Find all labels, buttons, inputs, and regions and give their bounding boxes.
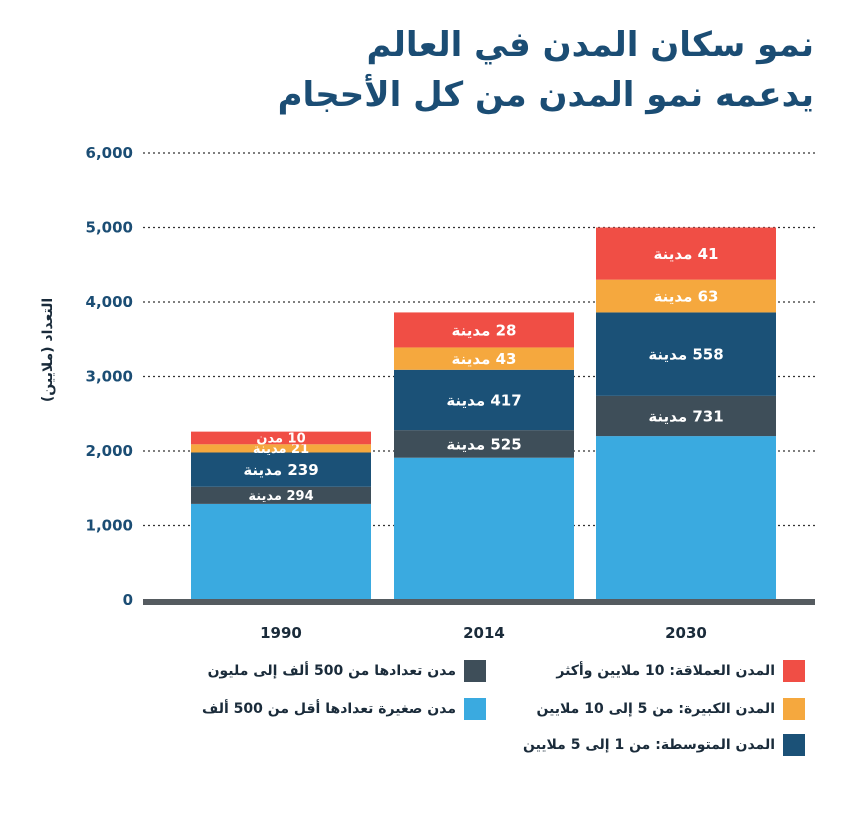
legend-label-500k-1m: مدن تعدادها من 500 ألف إلى مليون (207, 663, 456, 679)
bar-segment (394, 430, 574, 458)
chart-title-line2: يدعمه نمو المدن من كل الأحجام (277, 75, 814, 115)
bar-segment (394, 457, 574, 600)
bar-segment (394, 347, 574, 370)
bar-segment (596, 395, 776, 437)
legend-item-small-cities: مدن صغيرة تعدادها أقل من 500 ألف (202, 698, 486, 720)
legend-item-500k-1m: مدن تعدادها من 500 ألف إلى مليون (208, 660, 486, 682)
bar-segment (191, 444, 371, 453)
data-label: 41 مدينة (654, 245, 719, 263)
x-tick-label: 1990 (260, 624, 302, 642)
legend-label-megacities: المدن العملاقة: 10 ملايين وأكثر (556, 663, 775, 679)
x-tick-label: 2014 (463, 624, 505, 642)
data-label: 558 مدينة (648, 346, 723, 364)
data-label: 239 مدينة (243, 461, 318, 479)
bar-segment (596, 279, 776, 313)
data-label: 28 مدينة (452, 321, 517, 339)
bar-segment (191, 431, 371, 445)
legend-swatch-megacities (783, 660, 805, 682)
bar-segment (394, 369, 574, 431)
bar-segment (596, 227, 776, 280)
data-label: 525 مدينة (446, 435, 521, 453)
y-tick-label: 4,000 (86, 293, 133, 311)
y-axis-label: التعداد (ملايين) (40, 297, 56, 403)
y-tick-label: 6,000 (86, 144, 133, 162)
bar-segment (191, 486, 371, 504)
bar-segment (191, 503, 371, 600)
legend-label-small-cities: مدن صغيرة تعدادها أقل من 500 ألف (202, 701, 456, 717)
bar-segment (394, 312, 574, 348)
legend-item-medium-cities: المدن المتوسطة: من 1 إلى 5 ملايين (523, 734, 805, 756)
data-label: 10 مدن (256, 432, 305, 447)
legend-swatch-small-cities (464, 698, 486, 720)
y-tick-label: 3,000 (86, 368, 133, 386)
legend-swatch-500k-1m (464, 660, 486, 682)
legend-item-megacities: المدن العملاقة: 10 ملايين وأكثر (556, 660, 805, 682)
chart-title-line1: نمو سكان المدن في العالم (366, 25, 814, 65)
y-tick-label: 2,000 (86, 442, 133, 460)
x-axis-baseline (143, 599, 815, 605)
bar-segment (191, 452, 371, 487)
legend-item-large-cities: المدن الكبيرة: من 5 إلى 10 ملايين (536, 698, 805, 720)
data-label: 43 مدينة (452, 350, 517, 368)
legend-label-medium-cities: المدن المتوسطة: من 1 إلى 5 ملايين (522, 737, 775, 753)
y-tick-label: 1,000 (86, 517, 133, 535)
data-label: 21 مدينة (253, 442, 309, 457)
y-tick-label: 0 (123, 591, 133, 609)
bar-segment (596, 436, 776, 600)
legend-swatch-medium-cities (783, 734, 805, 756)
bar-segment (596, 312, 776, 396)
data-label: 294 مدينة (248, 489, 313, 504)
x-tick-label: 2030 (665, 624, 707, 642)
legend-label-large-cities: المدن الكبيرة: من 5 إلى 10 ملايين (536, 701, 775, 717)
legend-swatch-large-cities (783, 698, 805, 720)
data-label: 417 مدينة (446, 391, 521, 409)
data-label: 731 مدينة (648, 407, 723, 425)
y-tick-label: 5,000 (86, 219, 133, 237)
data-label: 63 مدينة (654, 287, 719, 305)
